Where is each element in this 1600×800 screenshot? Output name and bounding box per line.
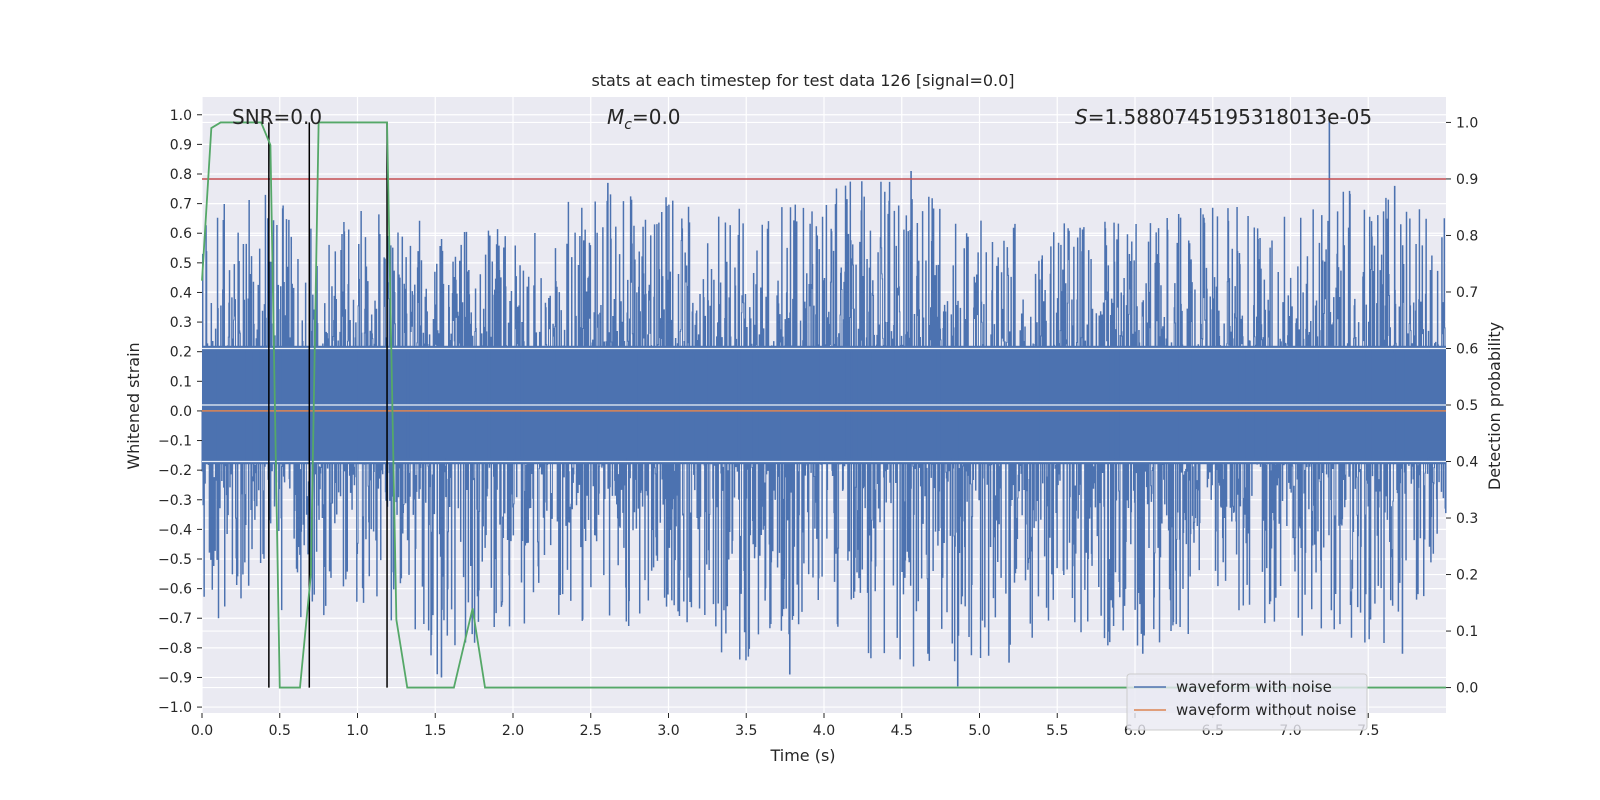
y-tick-label: −0.2 — [158, 463, 192, 479]
detection-probability-line — [201, 121, 1446, 689]
chirp-mass-subscript: c — [624, 117, 632, 133]
x-tick-label: 1.0 — [346, 723, 368, 739]
y-right-axis-label: Detection probability — [1485, 322, 1504, 490]
y-right-tick-label: 0.3 — [1456, 511, 1478, 527]
y-tick-label: 0.0 — [170, 404, 192, 420]
y-tick-label: 0.1 — [170, 374, 192, 390]
y-tick-label: 0.5 — [170, 256, 192, 272]
y-right-tick-label: 0.7 — [1456, 285, 1478, 301]
s-annotation: S=1.5880745195318013e-05 — [1075, 105, 1372, 129]
y-tick-label: 0.6 — [170, 226, 192, 242]
y-tick-label: 0.3 — [170, 315, 192, 331]
y-tick-label: −0.4 — [158, 522, 192, 538]
y-right-tick-label: 0.2 — [1456, 568, 1478, 584]
y-axis-label: Whitened strain — [124, 342, 143, 469]
x-tick-label: 4.0 — [813, 723, 835, 739]
legend-box — [1126, 673, 1368, 731]
x-tick-label: 4.5 — [891, 723, 913, 739]
y-tick-label: 0.2 — [170, 345, 192, 361]
s-symbol: S — [1075, 105, 1088, 129]
snr-annotation: SNR=0.0 — [232, 105, 322, 129]
axes: 0.0 0.5 1.0 1.5 2.0 2.5 3.0 3.5 4.0 4.5 5.0 5.5 6.0 6… — [158, 108, 1478, 739]
legend-label-clean: waveform without noise — [1176, 701, 1356, 719]
y-tick-label: 0.9 — [170, 137, 192, 153]
y-tick-label: −0.8 — [158, 641, 192, 657]
y-tick-label: −0.6 — [158, 582, 192, 598]
chart-title: stats at each timestep for test data 126… — [591, 71, 1014, 90]
x-tick-label: 5.0 — [968, 723, 990, 739]
y-tick-label: −0.3 — [158, 493, 192, 509]
y-right-tick-label: 0.5 — [1456, 398, 1478, 414]
y-tick-label: 0.8 — [170, 167, 192, 183]
y-tick-label: −0.1 — [158, 434, 192, 450]
x-tick-label: 3.0 — [657, 723, 679, 739]
y-right-tick-label: 0.8 — [1456, 228, 1478, 244]
x-tick-label: 5.5 — [1046, 723, 1068, 739]
x-tick-label: 0.0 — [191, 723, 213, 739]
y-right-tick-label: 0.0 — [1456, 681, 1478, 697]
y-right-tick-label: 1.0 — [1456, 115, 1478, 131]
waveform-with-noise-line — [201, 181, 1447, 675]
chirp-mass-symbol: M — [607, 105, 624, 129]
x-tick-label: 1.5 — [424, 723, 446, 739]
x-tick-label: 2.5 — [580, 723, 602, 739]
chirp-mass-value: =0.0 — [632, 105, 681, 129]
y-right-tick-label: 0.6 — [1456, 341, 1478, 357]
y-right-tick-label: 0.4 — [1456, 455, 1478, 471]
x-tick-label: 2.0 — [502, 723, 524, 739]
data-layer — [201, 117, 1447, 689]
y-right-tick-label: 0.9 — [1456, 172, 1478, 188]
x-axis-label: Time (s) — [769, 746, 835, 765]
x-tick-label: 0.5 — [269, 723, 291, 739]
y-tick-label: 0.4 — [170, 285, 192, 301]
y-tick-label: −1.0 — [158, 700, 192, 716]
chirp-mass-annotation: Mc=0.0 — [607, 105, 681, 133]
legend-label-noise: waveform with noise — [1176, 678, 1332, 696]
y-right-tick-label: 0.1 — [1456, 624, 1478, 640]
legend: waveform with noise waveform without noi… — [1126, 673, 1368, 731]
y-tick-label: −0.5 — [158, 552, 192, 568]
x-tick-label: 3.5 — [735, 723, 757, 739]
y-tick-label: −0.9 — [158, 670, 192, 686]
y-tick-label: 0.7 — [170, 197, 192, 213]
s-value: =1.5880745195318013e-05 — [1088, 105, 1372, 129]
y-tick-label: 1.0 — [170, 108, 192, 124]
y-tick-label: −0.7 — [158, 611, 192, 627]
